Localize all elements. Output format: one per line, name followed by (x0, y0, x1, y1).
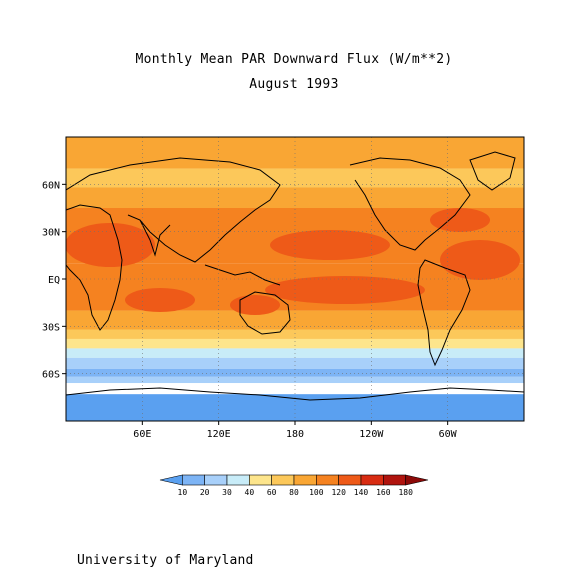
latitude-band (66, 368, 524, 377)
colorbar-swatch (182, 474, 205, 486)
latitude-band (66, 310, 524, 330)
colorbar-level-label: 160 (376, 488, 391, 497)
colorbar-arrow-high (405, 474, 429, 486)
colorbar-level-label: 60 (267, 488, 277, 497)
map-title: Monthly Mean PAR Downward Flux (W/m**2) (135, 52, 453, 67)
eurasia-outline (66, 157, 281, 263)
flux-maxima (66, 208, 520, 315)
latitude-band (66, 168, 524, 188)
lat-tick-label: EQ (48, 275, 60, 286)
greenland-outline (469, 151, 516, 191)
maritime-continent-outline (204, 264, 281, 286)
colorbar-swatch (338, 474, 362, 486)
axis-ticks: 60N 30N EQ 30S 60S 60E 120E 180 120W 60W (42, 180, 458, 440)
india-outline (139, 219, 171, 257)
africa-outline (66, 204, 123, 331)
antarctica-outline (66, 387, 524, 401)
latitude-band (66, 357, 524, 369)
north-pacific-maximum (270, 230, 390, 260)
colorbar-level-label: 20 (200, 488, 210, 497)
arabia-sahara-maximum (66, 223, 155, 267)
colorbar-level-label: 30 (222, 488, 232, 497)
colorbar-level-label: 40 (245, 488, 255, 497)
lon-tick-label: 60W (439, 429, 458, 440)
lon-tick-label: 120E (207, 429, 231, 440)
colorbar-swatch (226, 474, 250, 486)
lon-tick-label: 120W (359, 429, 384, 440)
indian-ocean-maximum (125, 288, 195, 312)
latitude-band (66, 383, 524, 395)
colorbar-swatch (383, 474, 406, 486)
colorbar: 10 20 30 40 60 80 100 120 140 160 180 (159, 474, 429, 497)
north-america-outline (349, 157, 471, 251)
latitude-band (66, 329, 524, 339)
graticule (66, 137, 524, 421)
colorbar-level-label: 120 (331, 488, 346, 497)
map-subtitle: August 1993 (249, 77, 339, 92)
colorbar-level-label: 140 (354, 488, 369, 497)
australia-outline (239, 291, 291, 335)
australia-maximum (230, 295, 280, 315)
colorbar-swatch (271, 474, 295, 486)
colorbar-level-label: 180 (398, 488, 413, 497)
colorbar-swatch (316, 474, 339, 486)
coastlines (66, 151, 524, 401)
credit-text: University of Maryland (77, 553, 254, 568)
latitude-band (66, 376, 524, 384)
south-pacific-maximum (265, 276, 425, 304)
colorbar-level-label: 10 (178, 488, 188, 497)
colorbar-arrow-low (159, 474, 183, 486)
lon-tick-label: 60E (133, 429, 151, 440)
colorbar-swatch (293, 474, 317, 486)
atlantic-maximum (440, 240, 520, 280)
lat-tick-label: 30S (42, 322, 60, 333)
colorbar-level-label: 100 (309, 488, 324, 497)
lat-tick-label: 60S (42, 370, 60, 381)
lat-tick-label: 60N (42, 180, 60, 191)
lon-tick-label: 180 (286, 429, 304, 440)
south-america-outline (417, 259, 471, 367)
colorbar-level-label: 80 (289, 488, 299, 497)
colorbar-swatch (360, 474, 384, 486)
colorbar-swatch (249, 474, 272, 486)
colorbar-swatch (204, 474, 228, 486)
north-atlantic-maximum (430, 208, 490, 232)
latitude-band (66, 338, 524, 349)
lat-tick-label: 30N (42, 228, 60, 239)
